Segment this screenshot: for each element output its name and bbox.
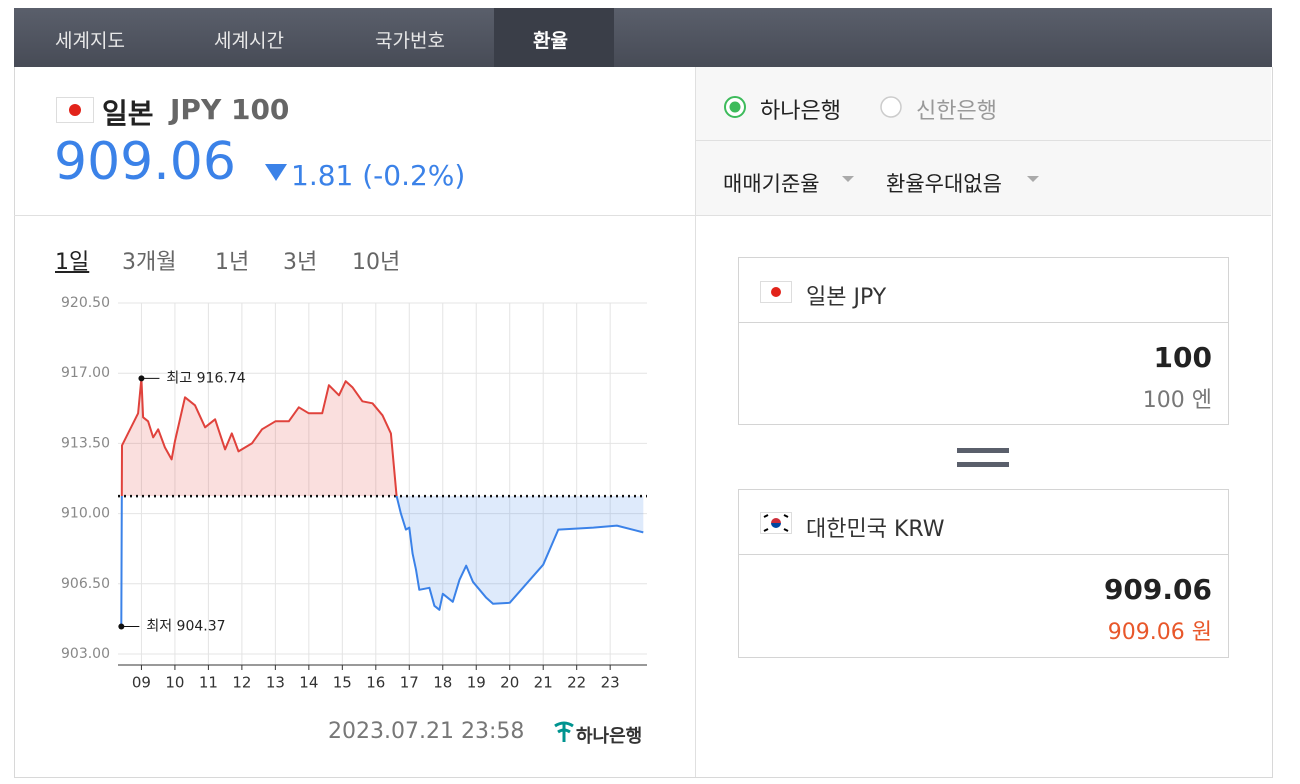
tab[interactable]: 환율 — [533, 30, 568, 52]
x-tick-label: 11 — [199, 674, 218, 692]
flag-jp — [56, 97, 94, 123]
right-top-bg — [696, 67, 1271, 216]
from-amount: 100 — [1153, 341, 1212, 374]
tab[interactable]: 세계시간 — [214, 30, 284, 52]
period[interactable]: 10년 — [352, 250, 401, 275]
annotation-label: 최저 904.37 — [146, 618, 225, 634]
y-tick-label: 913.50 — [61, 435, 110, 451]
y-tick-label: 920.50 — [61, 295, 110, 311]
to-label: 대한민국 KRW — [806, 517, 945, 542]
divider — [696, 140, 1271, 141]
x-tick-label: 14 — [299, 674, 318, 692]
caret — [1027, 176, 1039, 182]
caret — [842, 176, 854, 182]
x-tick-label: 10 — [165, 674, 184, 692]
rate: 909.06 — [54, 132, 236, 192]
flag-kr — [760, 512, 792, 534]
box-divider — [738, 322, 1229, 323]
bank-logo — [554, 721, 574, 742]
line — [120, 377, 644, 627]
equals — [957, 448, 1009, 453]
from-box — [738, 257, 1229, 425]
y-tick-label: 910.00 — [61, 506, 110, 522]
area — [121, 378, 644, 627]
y-tick-label: 906.50 — [61, 576, 110, 592]
x-tick-label: 17 — [400, 674, 419, 692]
tab-active-bg — [494, 8, 614, 67]
panel — [14, 67, 1273, 778]
radio-checked[interactable] — [723, 95, 747, 119]
to-amount: 909.06 — [1103, 573, 1212, 606]
down-triangle — [265, 164, 287, 181]
y-tick-label: 917.00 — [61, 365, 110, 381]
change: 1.81 (-0.2%) — [291, 159, 466, 192]
from-label: 일본 JPY — [806, 285, 887, 310]
bank-name: 하나은행 — [576, 726, 643, 747]
from-amount-text: 100 엔 — [1142, 388, 1212, 413]
to-box — [738, 489, 1229, 658]
x-tick-label: 22 — [567, 674, 586, 692]
x-tick-label: 16 — [366, 674, 385, 692]
tab[interactable]: 세계지도 — [55, 30, 125, 52]
dropdown[interactable]: 환율우대없음 — [886, 172, 1002, 196]
x-tick-label: 13 — [266, 674, 285, 692]
radio[interactable] — [879, 95, 903, 119]
x-tick-label: 21 — [534, 674, 553, 692]
to-amount-text: 909.06 원 — [1107, 620, 1212, 645]
x-tick-label: 19 — [467, 674, 486, 692]
bank-option[interactable]: 신한은행 — [916, 99, 997, 124]
dropdown[interactable]: 매매기준율 — [723, 172, 820, 196]
country: 일본 — [102, 97, 154, 130]
left-divider — [14, 215, 695, 216]
annotation-label: 최고 916.74 — [166, 370, 245, 386]
timestamp: 2023.07.21 23:58 — [328, 719, 525, 744]
y-tick-label: 903.00 — [61, 646, 110, 662]
period[interactable]: 3년 — [283, 250, 318, 275]
chart: 903.00 906.50 910.00 913.50 917.00 920.50 09 10… — [61, 295, 647, 692]
x-tick-label: 18 — [433, 674, 452, 692]
flag-jp — [760, 281, 792, 303]
period[interactable]: 1년 — [215, 250, 250, 275]
column-divider — [695, 67, 696, 777]
period[interactable]: 1일 — [55, 250, 90, 275]
bank-option[interactable]: 하나은행 — [760, 99, 841, 124]
x-tick-label: 15 — [333, 674, 352, 692]
equals — [957, 462, 1009, 467]
nav-bar — [14, 8, 1272, 67]
currency: JPY 100 — [170, 93, 290, 126]
x-tick-label: 09 — [132, 674, 151, 692]
box-divider — [738, 554, 1229, 555]
period[interactable]: 3개월 — [122, 250, 177, 275]
x-tick-label: 23 — [601, 674, 620, 692]
x-tick-label: 12 — [232, 674, 251, 692]
x-tick-label: 20 — [500, 674, 519, 692]
tab[interactable]: 국가번호 — [375, 30, 445, 52]
